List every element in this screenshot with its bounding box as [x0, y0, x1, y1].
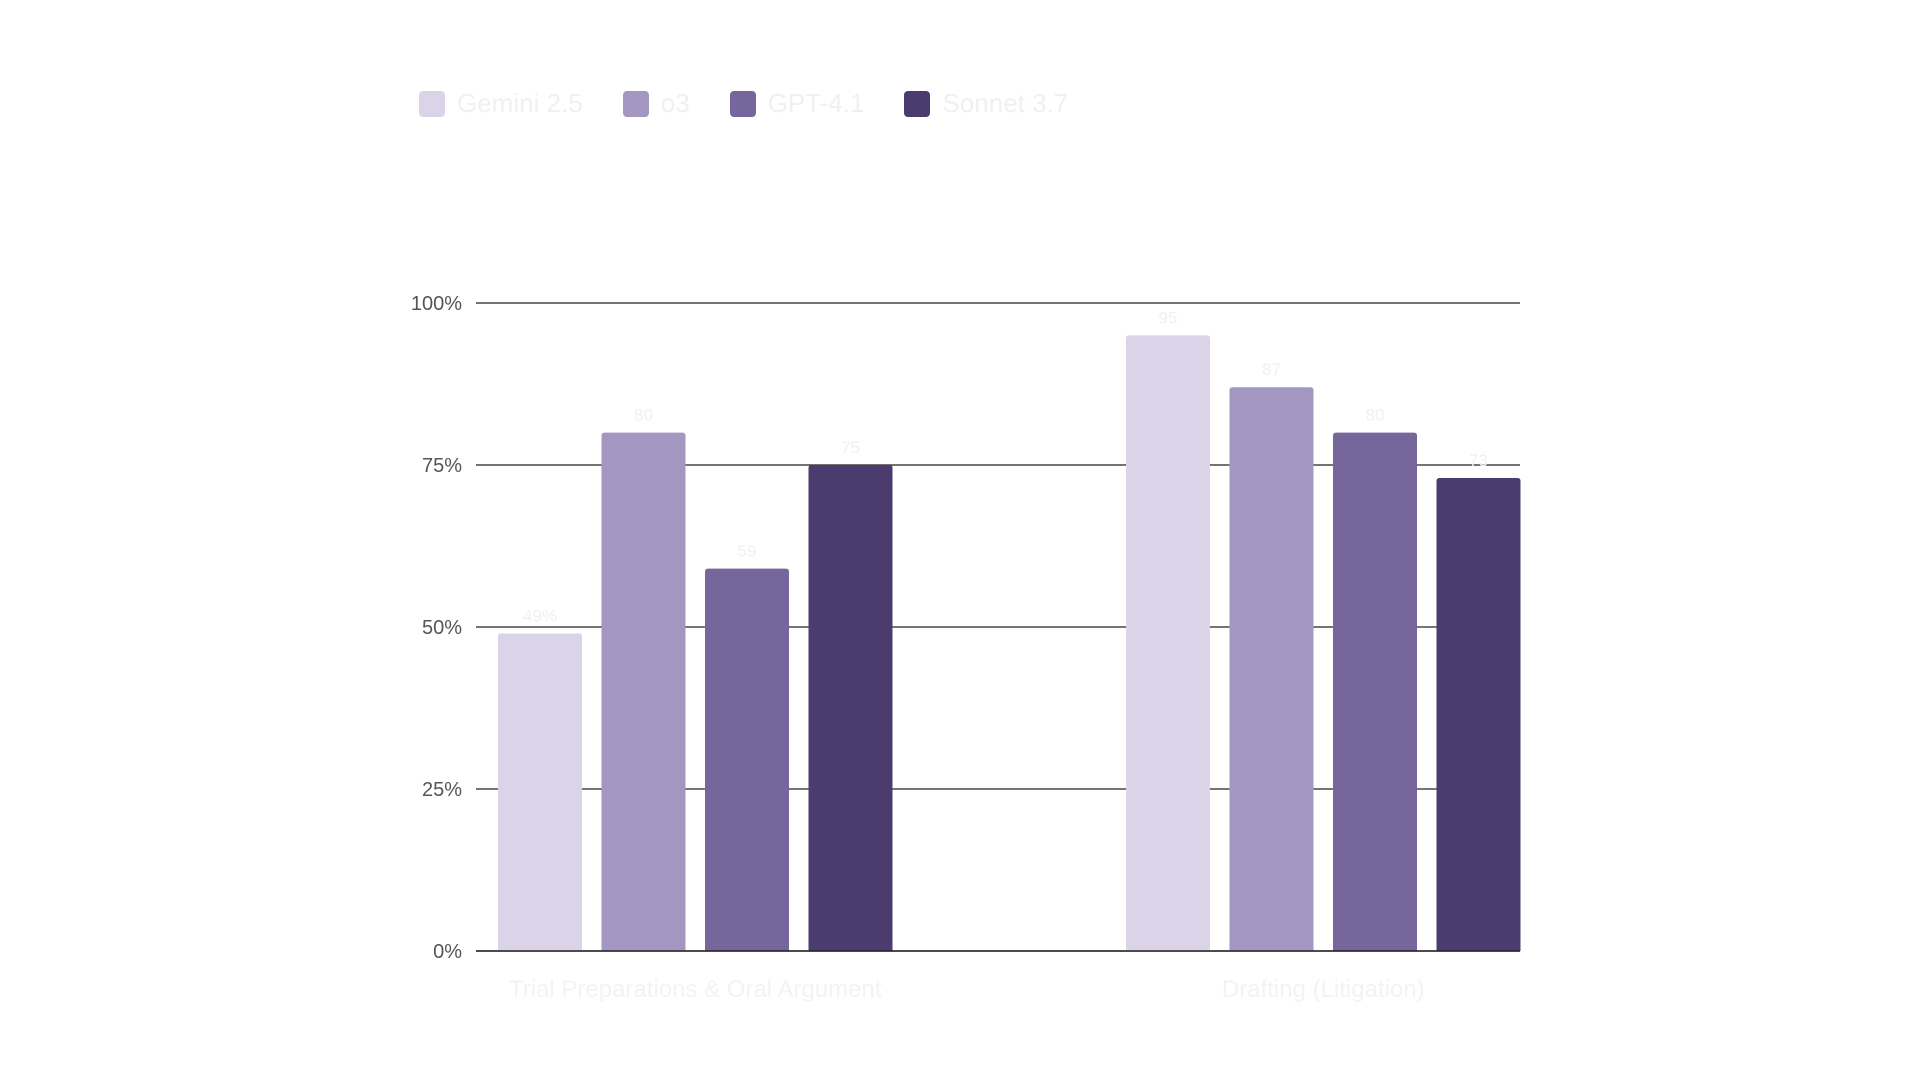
bar	[1333, 432, 1417, 952]
legend-swatch	[622, 90, 649, 117]
legend-label: o3	[660, 88, 690, 118]
legend-item: Gemini 2.5	[419, 88, 583, 119]
bar-value-label: 73	[1469, 451, 1488, 470]
bar	[705, 568, 789, 951]
bar-value-label: 87	[1262, 360, 1281, 379]
bar-value-label: 49%	[523, 606, 557, 625]
legend-swatch	[729, 90, 756, 117]
bar-value-label: 80	[634, 406, 653, 425]
x-category-label: Drafting (Litigation)	[1222, 976, 1425, 1003]
legend-label: GPT-4.1	[767, 88, 865, 118]
bar-value-label: 80	[1366, 406, 1385, 425]
bar	[808, 465, 893, 951]
x-category-label: Trial Preparations & Oral Argument	[509, 976, 882, 1003]
legend-item: Sonnet 3.7	[904, 88, 1068, 119]
bar	[1126, 335, 1210, 951]
legend-item: GPT-4.1	[729, 88, 865, 119]
bar	[498, 633, 582, 951]
bar-value-label: 59	[738, 542, 757, 561]
y-tick-label: 25%	[422, 779, 462, 801]
legend-label: Sonnet 3.7	[942, 88, 1069, 118]
y-tick-label: 100%	[411, 293, 462, 315]
y-tick-label: 75%	[422, 455, 462, 477]
axes: 0% 25% 50% 75% 100% Trial Preparations & Oral…	[411, 293, 1520, 1003]
bars	[498, 335, 1521, 952]
value-labels: 49% 80 59 75 95 87 80 73	[523, 308, 1488, 625]
legend-item: o3	[622, 88, 690, 119]
legend-label: Gemini 2.5	[457, 88, 583, 118]
chart-legend: Gemini 2.5 o3 GPT-4.1 Sonnet 3.7	[419, 88, 1108, 119]
bar	[1436, 477, 1521, 951]
y-tick-label: 0%	[433, 941, 462, 963]
bar-value-label: 95	[1159, 308, 1178, 327]
bar-value-label: 75	[841, 438, 860, 457]
legend-swatch	[904, 90, 931, 117]
bar	[1229, 387, 1314, 951]
bar	[601, 432, 686, 952]
legend-swatch	[419, 90, 445, 117]
y-tick-label: 50%	[422, 617, 462, 639]
